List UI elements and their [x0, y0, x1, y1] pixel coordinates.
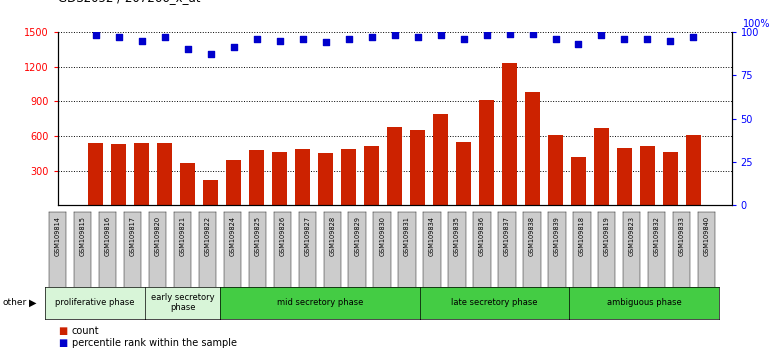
- Point: [549, 36, 561, 42]
- Point: [182, 46, 194, 52]
- Text: GSM109823: GSM109823: [628, 216, 634, 256]
- Text: ambiguous phase: ambiguous phase: [607, 298, 681, 307]
- Bar: [571, 157, 586, 205]
- Text: GSM109825: GSM109825: [254, 216, 260, 256]
- Bar: [433, 114, 448, 205]
- Point: [595, 33, 608, 38]
- Point: [388, 33, 400, 38]
- Text: GSM109832: GSM109832: [654, 216, 660, 256]
- Text: GDS2052 / 207266_x_at: GDS2052 / 207266_x_at: [58, 0, 200, 4]
- Point: [205, 52, 217, 57]
- Text: GSM109820: GSM109820: [155, 216, 161, 256]
- Bar: [203, 180, 218, 205]
- Text: GSM109819: GSM109819: [604, 216, 610, 256]
- Text: GSM109826: GSM109826: [280, 216, 286, 256]
- Text: percentile rank within the sample: percentile rank within the sample: [72, 338, 236, 348]
- Bar: [273, 152, 287, 205]
- Text: ▶: ▶: [29, 298, 37, 308]
- Bar: [686, 135, 701, 205]
- Bar: [594, 128, 609, 205]
- Point: [665, 38, 677, 44]
- Bar: [134, 143, 149, 205]
- Bar: [525, 92, 540, 205]
- Point: [89, 33, 102, 38]
- Point: [343, 36, 355, 42]
- Text: GSM109821: GSM109821: [179, 216, 186, 256]
- Text: GSM109840: GSM109840: [704, 216, 709, 256]
- Bar: [364, 146, 379, 205]
- Bar: [89, 143, 103, 205]
- Point: [434, 33, 447, 38]
- Bar: [548, 135, 563, 205]
- Bar: [295, 149, 310, 205]
- Text: GSM109835: GSM109835: [454, 216, 460, 256]
- Bar: [410, 130, 425, 205]
- Bar: [341, 149, 357, 205]
- Bar: [226, 160, 241, 205]
- Text: GSM109831: GSM109831: [404, 216, 410, 256]
- Bar: [249, 150, 264, 205]
- Point: [320, 39, 332, 45]
- Bar: [663, 152, 678, 205]
- Text: GSM109830: GSM109830: [379, 216, 385, 256]
- Text: GSM109829: GSM109829: [354, 216, 360, 256]
- Point: [527, 31, 539, 36]
- Text: GSM109836: GSM109836: [479, 216, 485, 256]
- Text: GSM109817: GSM109817: [129, 216, 136, 256]
- Point: [250, 36, 263, 42]
- Point: [688, 34, 700, 40]
- Point: [273, 38, 286, 44]
- Point: [457, 36, 470, 42]
- Point: [159, 34, 171, 40]
- Point: [411, 34, 424, 40]
- Text: GSM109816: GSM109816: [105, 216, 111, 256]
- Point: [641, 36, 654, 42]
- Text: GSM109827: GSM109827: [304, 216, 310, 256]
- Text: GSM109814: GSM109814: [55, 216, 61, 256]
- Text: GSM109824: GSM109824: [229, 216, 236, 256]
- Bar: [318, 153, 333, 205]
- Point: [504, 31, 516, 36]
- Bar: [617, 148, 632, 205]
- Point: [136, 38, 148, 44]
- Bar: [112, 144, 126, 205]
- Text: count: count: [72, 326, 99, 336]
- Text: mid secretory phase: mid secretory phase: [276, 298, 363, 307]
- Text: early secretory
phase: early secretory phase: [151, 293, 214, 312]
- Bar: [387, 127, 402, 205]
- Bar: [157, 143, 172, 205]
- Text: GSM109837: GSM109837: [504, 216, 510, 256]
- Text: 100%: 100%: [743, 19, 770, 29]
- Bar: [640, 146, 655, 205]
- Bar: [456, 142, 471, 205]
- Text: GSM109839: GSM109839: [554, 216, 560, 256]
- Text: GSM109838: GSM109838: [529, 216, 535, 256]
- Text: GSM109833: GSM109833: [678, 216, 685, 256]
- Point: [112, 34, 125, 40]
- Text: GSM109834: GSM109834: [429, 216, 435, 256]
- Text: late secretory phase: late secretory phase: [451, 298, 537, 307]
- Point: [228, 45, 240, 50]
- Point: [618, 36, 631, 42]
- Text: GSM109815: GSM109815: [80, 216, 85, 256]
- Point: [366, 34, 378, 40]
- Bar: [502, 63, 517, 205]
- Bar: [180, 162, 196, 205]
- Text: GSM109828: GSM109828: [330, 216, 335, 256]
- Text: GSM109818: GSM109818: [579, 216, 584, 256]
- Text: GSM109822: GSM109822: [205, 216, 210, 256]
- Text: other: other: [2, 298, 26, 307]
- Bar: [479, 100, 494, 205]
- Point: [572, 41, 584, 47]
- Text: proliferative phase: proliferative phase: [55, 298, 135, 307]
- Point: [296, 36, 309, 42]
- Point: [480, 33, 493, 38]
- Text: ■: ■: [58, 338, 67, 348]
- Text: ■: ■: [58, 326, 67, 336]
